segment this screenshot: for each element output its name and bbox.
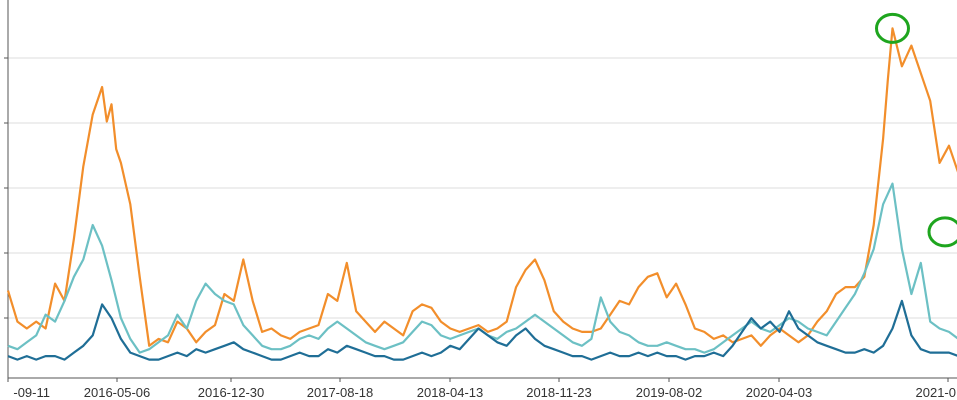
x-tick-label: 2018-04-13 xyxy=(417,385,484,400)
x-tick-label: 2016-12-30 xyxy=(198,385,265,400)
axes xyxy=(7,0,957,379)
gridlines xyxy=(4,57,957,319)
series-line-0 xyxy=(6,27,957,347)
x-axis-ticks: -09-11 2016-05-06 2016-12-30 2017-08-18 2018… xyxy=(7,378,956,400)
x-tick-label: 2018-11-23 xyxy=(526,385,592,400)
x-tick-label: 2017-08-18 xyxy=(307,385,374,400)
highlight-markers xyxy=(875,12,957,248)
series-line-2 xyxy=(7,299,957,361)
x-tick-label: -09-11 xyxy=(13,385,50,400)
x-tick-label: 2021-0 xyxy=(916,385,956,400)
series-lines xyxy=(6,27,957,361)
x-tick-label: 2016-05-06 xyxy=(84,385,151,400)
highlight-marker-0 xyxy=(875,12,910,44)
highlight-marker-1 xyxy=(927,216,957,248)
x-tick-label: 2020-04-03 xyxy=(746,385,813,400)
x-tick-label: 2019-08-02 xyxy=(636,385,703,400)
